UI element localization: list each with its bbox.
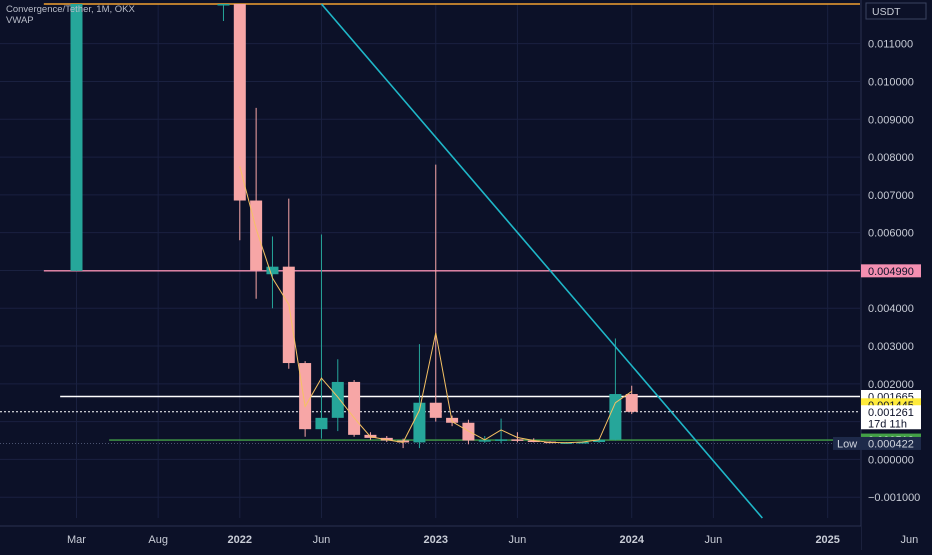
candle-body: [315, 417, 328, 430]
candle-body: [478, 440, 491, 442]
candle: [315, 234, 328, 439]
y-tick-label: 0.000000: [868, 454, 914, 466]
candle: [282, 198, 295, 369]
candle: [462, 419, 475, 445]
x-tick-label: 2025: [815, 534, 839, 546]
x-tick-label: 2023: [424, 534, 448, 546]
candle-body: [625, 394, 638, 412]
pink-line-badge: 0.004990: [861, 264, 921, 278]
candle-body: [299, 363, 312, 430]
candle: [331, 359, 344, 432]
candle-body: [380, 437, 393, 441]
candle: [266, 236, 279, 309]
y-tick-label: 0.002000: [868, 379, 914, 391]
candle: [429, 164, 442, 422]
candle: [495, 418, 508, 444]
candle-body: [233, 4, 246, 201]
chart-header: Convergence/Tether, 1M, OKX VWAP: [6, 4, 135, 26]
x-tick-label: 2024: [619, 534, 644, 546]
x-tick-label: Jun: [509, 534, 527, 546]
candle-body: [429, 402, 442, 418]
last-price-badge-text: 0.001261: [868, 407, 914, 419]
candle: [609, 338, 622, 441]
candle: [413, 344, 426, 449]
candle-body: [70, 4, 83, 271]
candle: [299, 361, 312, 437]
candle-body: [593, 439, 606, 443]
low-badge-tag: Low: [837, 438, 857, 450]
candle-body: [266, 266, 279, 275]
x-tick-label: Jun: [900, 534, 918, 546]
y-tick-label: 0.003000: [868, 341, 914, 353]
candle-body: [527, 440, 540, 443]
candle-body: [348, 381, 361, 435]
y-tick-label: 0.004000: [868, 303, 914, 315]
indicator-label: VWAP: [6, 15, 34, 26]
pink-line-badge-text: 0.004990: [868, 266, 914, 278]
y-tick-label: 0.007000: [868, 190, 914, 202]
y-tick-label: 0.008000: [868, 152, 914, 164]
y-tick-label: 0.006000: [868, 228, 914, 240]
y-tick-label: 0.010000: [868, 76, 914, 88]
low-badge-bg: [833, 436, 921, 450]
candle-body: [495, 439, 508, 441]
candle: [348, 380, 361, 437]
candle-body: [576, 442, 589, 444]
symbol-title: Convergence/Tether, 1M, OKX: [6, 4, 135, 15]
pink-line-badge-bg: [861, 264, 921, 278]
currency-box: [865, 2, 927, 20]
candle-body: [462, 422, 475, 441]
x-tick-label: Aug: [148, 534, 168, 546]
x-tick-label: Jun: [313, 534, 331, 546]
candle: [217, 4, 230, 22]
low-badge: Low 0.000422: [833, 436, 921, 450]
currency-label: USDT: [872, 6, 901, 18]
time-axis-panel: [0, 526, 861, 550]
last-price-badge-sub: 17d 11h: [868, 418, 907, 430]
candle-body: [282, 266, 295, 364]
candle-body: [413, 402, 426, 443]
candle: [380, 435, 393, 443]
y-tick-label: 0.011000: [868, 39, 913, 51]
candle-body: [609, 394, 622, 440]
vwap-line: [239, 166, 633, 444]
x-tick-label: 2022: [228, 534, 252, 546]
y-tick-label: 0.009000: [868, 114, 914, 126]
candle: [233, 4, 246, 241]
candle-body: [217, 4, 230, 6]
x-tick-label: Mar: [67, 534, 86, 546]
candle-body: [511, 439, 524, 441]
last-price-badge-bg: [861, 405, 921, 430]
trendline: [320, 3, 763, 519]
y-tick-label: −0.001000: [868, 492, 920, 504]
candle-body: [331, 381, 344, 418]
candle: [70, 4, 83, 271]
low-badge-text: 0.000422: [868, 438, 914, 450]
x-tick-label: Jun: [704, 534, 722, 546]
candle: [625, 385, 638, 415]
